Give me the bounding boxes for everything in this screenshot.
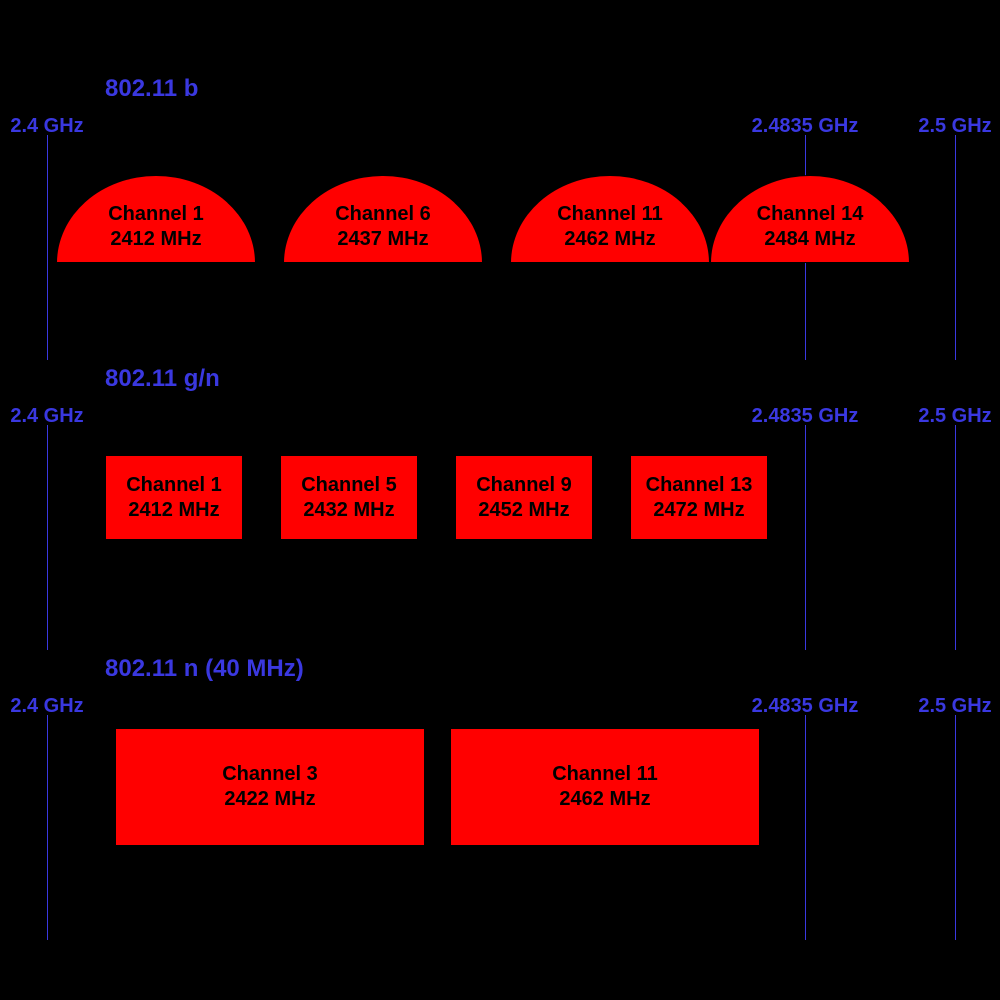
channel-freq: 2432 MHz <box>303 498 394 523</box>
section-title: 802.11 g/n <box>105 365 220 393</box>
channel-shape: Channel 62437 MHz <box>283 175 483 263</box>
channel-name: Channel 3 <box>222 762 318 787</box>
channel-name: Channel 11 <box>557 202 663 227</box>
channel-name: Channel 14 <box>757 202 864 227</box>
channel-shape: Channel 12412 MHz <box>56 175 256 263</box>
channel-shape: Channel 52432 MHz <box>280 455 418 540</box>
channel-freq: 2437 MHz <box>337 227 428 252</box>
channel-shape: Channel 112462 MHz <box>510 175 710 263</box>
freq-marker-line <box>955 425 956 650</box>
channel-freq: 2472 MHz <box>653 498 744 523</box>
freq-marker-line <box>805 425 806 650</box>
channel-freq: 2412 MHz <box>110 227 201 252</box>
section-0: 802.11 b2.4 GHz2.4835 GHz2.5 GHzChannel … <box>0 75 1000 365</box>
channel-shape: Channel 32422 MHz <box>115 728 425 846</box>
channel-shape: Channel 92452 MHz <box>455 455 593 540</box>
section-title: 802.11 b <box>105 75 198 103</box>
channel-freq: 2462 MHz <box>564 227 655 252</box>
freq-marker-line <box>955 715 956 940</box>
channel-name: Channel 5 <box>301 473 397 498</box>
channel-shape: Channel 142484 MHz <box>710 175 910 263</box>
channel-freq: 2452 MHz <box>478 498 569 523</box>
channel-name: Channel 1 <box>108 202 204 227</box>
freq-marker-line <box>47 715 48 940</box>
channel-name: Channel 6 <box>335 202 431 227</box>
freq-marker-line <box>955 135 956 360</box>
channel-name: Channel 9 <box>476 473 572 498</box>
freq-marker-line <box>805 715 806 940</box>
section-1: 802.11 g/n2.4 GHz2.4835 GHz2.5 GHzChanne… <box>0 365 1000 655</box>
channel-name: Channel 11 <box>552 762 658 787</box>
channel-freq: 2412 MHz <box>128 498 219 523</box>
freq-marker-line <box>47 425 48 650</box>
channel-freq: 2462 MHz <box>559 787 650 812</box>
channel-shape: Channel 112462 MHz <box>450 728 760 846</box>
channel-freq: 2484 MHz <box>764 227 855 252</box>
section-title: 802.11 n (40 MHz) <box>105 655 304 683</box>
channel-name: Channel 1 <box>126 473 222 498</box>
section-2: 802.11 n (40 MHz)2.4 GHz2.4835 GHz2.5 GH… <box>0 655 1000 945</box>
freq-marker-line <box>47 135 48 360</box>
channel-freq: 2422 MHz <box>224 787 315 812</box>
channel-name: Channel 13 <box>646 473 753 498</box>
channel-shape: Channel 12412 MHz <box>105 455 243 540</box>
channel-shape: Channel 132472 MHz <box>630 455 768 540</box>
